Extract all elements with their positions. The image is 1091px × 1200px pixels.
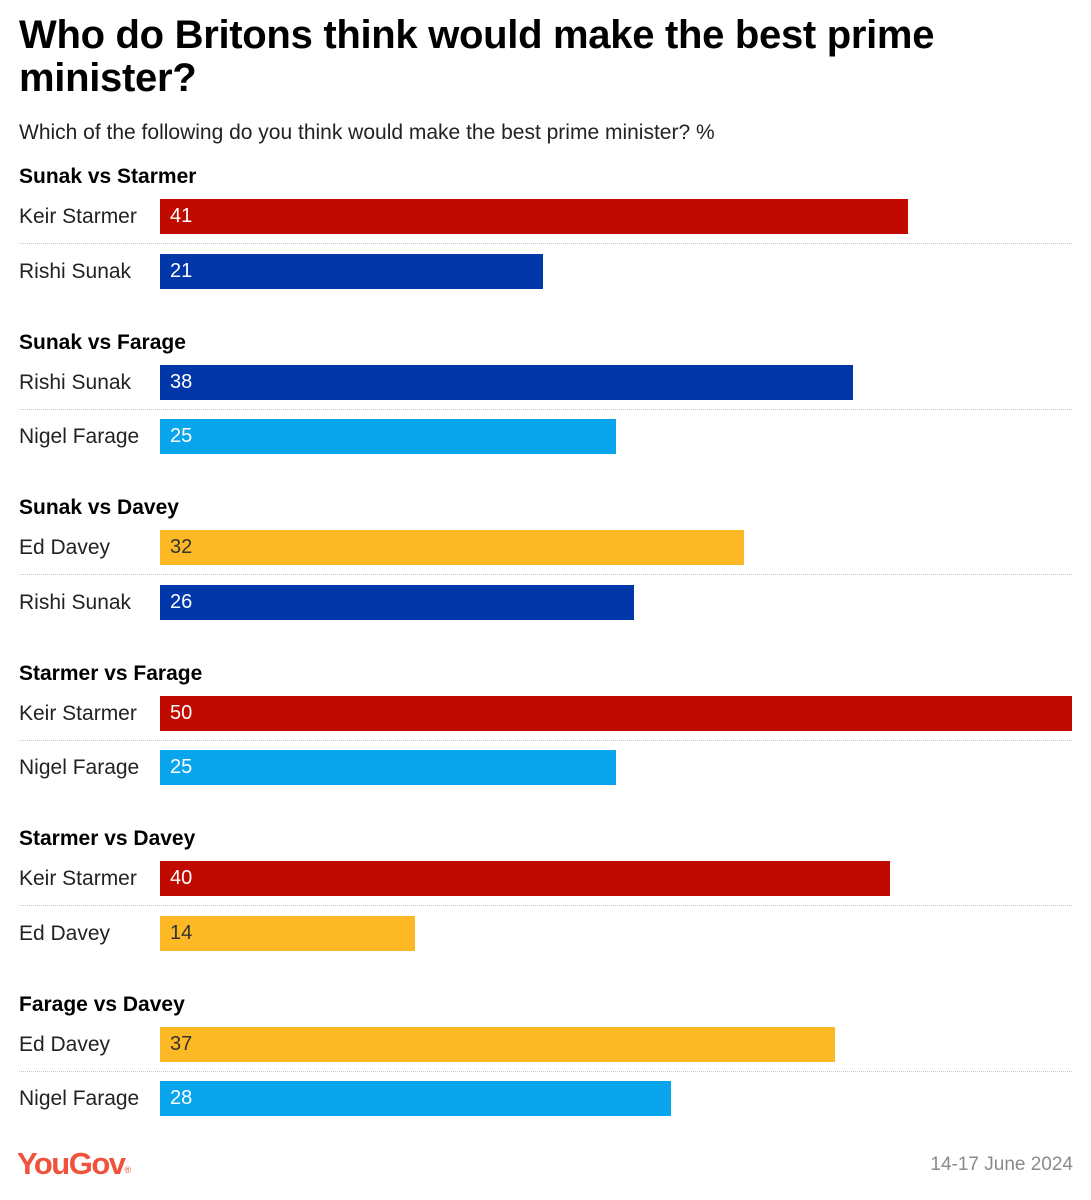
bar-value-label: 26 bbox=[170, 590, 193, 613]
bar-sunak-vs-davey-rishi-sunak bbox=[160, 584, 635, 620]
group-title-starmer-vs-davey: Starmer vs Davey bbox=[19, 827, 196, 850]
row-label: Nigel Farage bbox=[19, 756, 140, 779]
logo-text: YouGov bbox=[17, 1146, 126, 1181]
bar-sunak-vs-starmer-keir-starmer bbox=[160, 199, 908, 234]
row-label: Ed Davey bbox=[19, 536, 111, 559]
bar-value-label: 40 bbox=[170, 867, 193, 889]
bar-value-label: 50 bbox=[170, 701, 193, 724]
bar-value-label: 38 bbox=[170, 370, 193, 393]
bar-sunak-vs-farage-rishi-sunak bbox=[160, 364, 854, 400]
group-title-sunak-vs-starmer: Sunak vs Starmer bbox=[19, 165, 197, 188]
chart-title: Who do Britons think would make the best… bbox=[19, 13, 935, 100]
bar-farage-vs-davey-nigel-farage bbox=[160, 1081, 671, 1116]
bar-starmer-vs-davey-keir-starmer bbox=[160, 861, 890, 896]
bar-sunak-vs-starmer-rishi-sunak bbox=[160, 253, 544, 289]
group-title-starmer-vs-farage: Starmer vs Farage bbox=[19, 661, 203, 685]
row-label: Nigel Farage bbox=[19, 1087, 140, 1110]
bar-sunak-vs-davey-ed-davey bbox=[160, 530, 744, 565]
chart-subtitle: Which of the following do you think woul… bbox=[19, 121, 715, 144]
bar-starmer-vs-farage-nigel-farage bbox=[160, 750, 616, 785]
row-label: Rishi Sunak bbox=[19, 259, 132, 283]
bar-starmer-vs-davey-ed-davey bbox=[160, 915, 416, 951]
row-divider bbox=[19, 408, 1072, 410]
group-title-sunak-vs-farage: Sunak vs Farage bbox=[19, 330, 186, 354]
bar-value-label: 32 bbox=[170, 536, 193, 558]
row-label: Keir Starmer bbox=[19, 701, 137, 725]
bar-value-label: 21 bbox=[170, 259, 193, 282]
group-title-sunak-vs-davey: Sunak vs Davey bbox=[19, 496, 179, 519]
row-label: Nigel Farage bbox=[19, 425, 140, 448]
bar-farage-vs-davey-ed-davey bbox=[160, 1026, 835, 1062]
bar-value-label: 41 bbox=[170, 205, 193, 227]
row-label: Rishi Sunak bbox=[19, 370, 132, 394]
yougov-logo: YouGov® bbox=[17, 1146, 131, 1182]
row-divider bbox=[19, 739, 1072, 741]
row-divider bbox=[19, 243, 1072, 244]
row-label: Rishi Sunak bbox=[19, 590, 132, 614]
row-label: Ed Davey bbox=[19, 1032, 111, 1056]
group-title-farage-vs-davey: Farage vs Davey bbox=[19, 992, 185, 1016]
row-divider bbox=[19, 905, 1072, 906]
bar-value-label: 25 bbox=[170, 425, 193, 447]
bar-starmer-vs-farage-keir-starmer bbox=[160, 695, 1072, 731]
row-label: Keir Starmer bbox=[19, 205, 137, 228]
bar-value-label: 25 bbox=[170, 756, 193, 778]
bar-sunak-vs-farage-nigel-farage bbox=[160, 419, 616, 454]
fieldwork-date: 14-17 June 2024 bbox=[930, 1154, 1073, 1175]
row-label: Ed Davey bbox=[19, 921, 111, 945]
bar-value-label: 14 bbox=[170, 921, 193, 944]
logo-registered-mark: ® bbox=[124, 1165, 132, 1175]
bar-value-label: 28 bbox=[170, 1087, 193, 1109]
row-divider bbox=[19, 1070, 1072, 1072]
row-label: Keir Starmer bbox=[19, 867, 137, 890]
row-divider bbox=[19, 574, 1072, 575]
bar-value-label: 37 bbox=[170, 1032, 193, 1055]
